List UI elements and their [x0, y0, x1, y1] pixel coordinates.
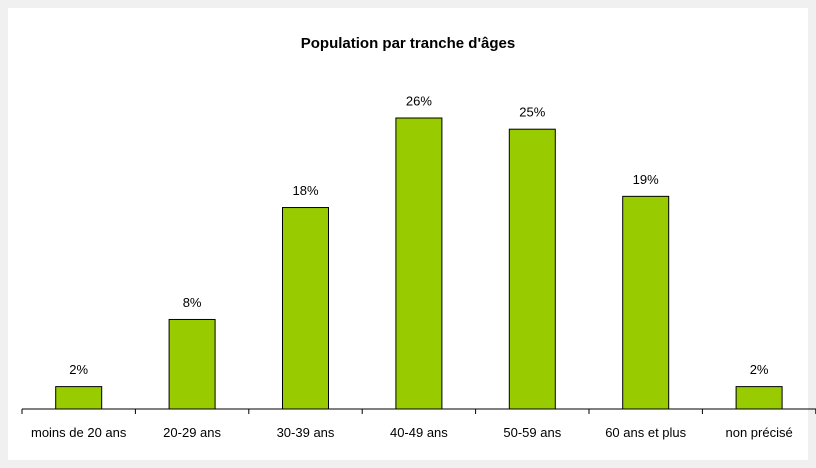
data-label: 18%	[292, 183, 318, 198]
data-label: 19%	[633, 172, 659, 187]
x-tick-label: 50-59 ans	[503, 425, 562, 440]
x-tick-label: 40-49 ans	[389, 425, 448, 440]
bar	[622, 195, 670, 410]
x-tick-label: 20-29 ans	[163, 425, 221, 440]
data-label: 2%	[69, 362, 88, 377]
data-label: 8%	[183, 295, 202, 310]
bar	[282, 207, 329, 410]
bar	[168, 318, 216, 410]
x-tick-label: 30-39 ans	[276, 425, 335, 440]
x-tick-label: moins de 20 ans	[30, 425, 127, 440]
x-tick-label: non précisé	[725, 425, 793, 440]
data-label: 26%	[406, 93, 432, 108]
data-label: 2%	[750, 362, 769, 377]
data-label: 25%	[519, 105, 545, 120]
bar	[55, 386, 103, 410]
bar	[508, 128, 556, 410]
bar	[395, 117, 443, 410]
bar	[735, 386, 783, 410]
chart-title: Population par tranche d'âges	[301, 35, 515, 52]
x-tick-label: 60 ans et plus	[605, 425, 687, 440]
